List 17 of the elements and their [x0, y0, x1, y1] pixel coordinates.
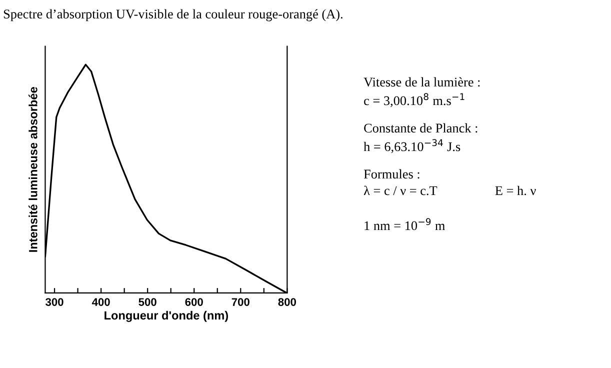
text: Formules : — [364, 169, 420, 179]
x-tick-label: 400 — [92, 298, 110, 306]
text: c = 3,00.10$^{8}$ m.s$^{−1}$ — [364, 93, 464, 108]
text: E = h. ν — [495, 186, 536, 196]
text: 1 nm = 10$^{−9}$ m — [364, 218, 445, 230]
text: h = 6,63.10$^{−34}$ J.s — [364, 139, 460, 154]
text: λ = c / ν = c.T — [364, 186, 438, 196]
x-axis-title: Longueur d'onde (nm) — [104, 310, 228, 322]
x-tick-label: 700 — [232, 298, 250, 306]
chart-title: Spectre d’absorption UV-visible de la couleur rouge-orangé (A). — [4, 9, 342, 22]
x-tick-label: 500 — [138, 298, 156, 306]
text: Vitesse de la lumière : — [364, 77, 480, 87]
x-tick-label: 300 — [46, 298, 64, 306]
y-axis-title: Intensité lumineuse absorbée — [28, 87, 38, 252]
x-tick-label: 600 — [185, 298, 203, 306]
text: Constante de Planck : — [364, 123, 478, 133]
x-tick-label: 800 — [278, 298, 296, 306]
